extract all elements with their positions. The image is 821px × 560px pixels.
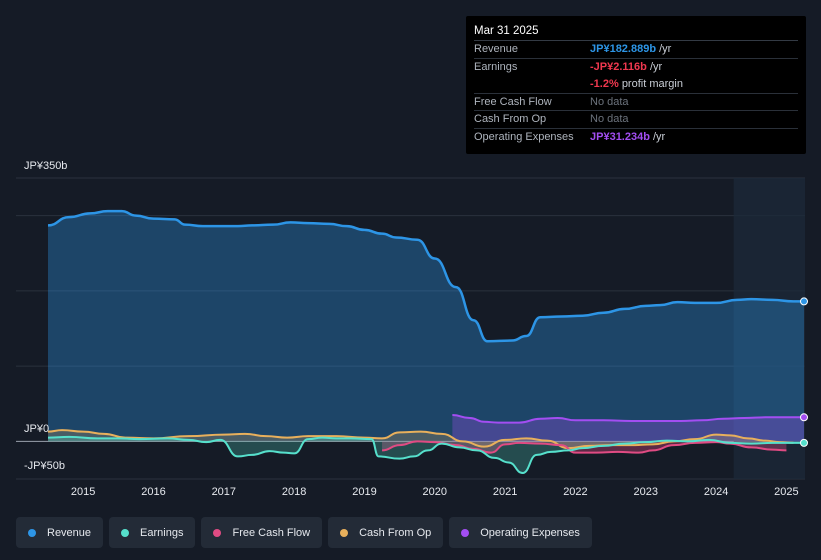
tooltip-value-revenue: JP¥182.889b xyxy=(590,43,657,55)
legend-item-earnings[interactable]: Earnings xyxy=(109,517,196,548)
tooltip-value-cfo: No data xyxy=(590,113,629,125)
tooltip-value-margin: -1.2% xyxy=(590,78,619,90)
x-tick-2025: 2025 xyxy=(774,486,798,498)
x-tick-2015: 2015 xyxy=(71,486,95,498)
end-marker-layer xyxy=(800,297,808,447)
end-marker-operating_expenses xyxy=(800,413,808,422)
legend-dot-icon xyxy=(28,528,36,537)
legend-dot-icon xyxy=(121,528,130,537)
legend-label: Operating Expenses xyxy=(480,526,580,539)
tooltip-row-margin: -1.2% profit margin xyxy=(474,76,798,94)
x-tick-2017: 2017 xyxy=(212,486,236,498)
tooltip-row-fcf: Free Cash Flow No data xyxy=(474,94,798,111)
legend-label: Earnings xyxy=(140,526,184,539)
tooltip-row-revenue: Revenue JP¥182.889b /yr xyxy=(474,41,798,59)
x-tick-2024: 2024 xyxy=(704,486,728,498)
line-revenue xyxy=(47,209,804,343)
tooltip-unit: /yr xyxy=(653,130,666,143)
legend-item-revenue[interactable]: Revenue xyxy=(16,517,104,548)
line-earnings xyxy=(47,435,804,474)
y-tick-bottom: -JP¥50b xyxy=(24,460,65,472)
tooltip-unit: profit margin xyxy=(621,78,683,90)
tooltip-row-opex: Operating Expenses JP¥31.234b /yr xyxy=(474,129,798,147)
x-tick-2022: 2022 xyxy=(563,486,587,498)
tooltip-label: Earnings xyxy=(474,60,518,73)
legend: Revenue Earnings Free Cash Flow Cash Fro… xyxy=(16,517,592,548)
x-tick-2016: 2016 xyxy=(141,486,165,498)
area-earnings xyxy=(48,436,804,473)
x-tick-2021: 2021 xyxy=(493,486,517,498)
legend-label: Free Cash Flow xyxy=(232,526,311,539)
tooltip-value-earnings: -JP¥2.116b xyxy=(590,60,647,73)
tooltip-unit: /yr xyxy=(649,60,663,73)
tooltip-panel: Mar 31 2025 Revenue JP¥182.889b /yr Earn… xyxy=(466,16,806,154)
tooltip-value-opex: JP¥31.234b xyxy=(590,130,650,143)
tooltip-row-cfo: Cash From Op No data xyxy=(474,111,798,129)
tooltip-row-earnings: Earnings -JP¥2.116b /yr xyxy=(474,59,798,77)
tooltip-label: Free Cash Flow xyxy=(474,95,552,108)
x-tick-2023: 2023 xyxy=(634,486,658,498)
legend-dot-icon xyxy=(213,528,222,537)
y-tick-top: JP¥350b xyxy=(24,160,68,172)
legend-label: Revenue xyxy=(47,526,92,539)
legend-item-cash-from-op[interactable]: Cash From Op xyxy=(328,517,444,548)
tooltip-label: Operating Expenses xyxy=(474,130,574,143)
x-axis-ticks: 2015 2016 2017 2018 2019 2020 2021 2022 2023 2024… xyxy=(71,486,799,498)
forecast-shading xyxy=(733,178,805,479)
legend-dot-icon xyxy=(340,528,349,537)
legend-item-free-cash-flow[interactable]: Free Cash Flow xyxy=(201,517,323,548)
x-tick-2020: 2020 xyxy=(423,486,447,498)
line-cash_from_op xyxy=(47,429,794,450)
grid-layer xyxy=(16,177,805,480)
legend-dot-icon xyxy=(461,528,470,537)
x-tick-2018: 2018 xyxy=(282,486,306,498)
legend-label: Cash From Op xyxy=(359,526,432,539)
tooltip-unit: /yr xyxy=(659,43,672,55)
area-revenue xyxy=(48,211,804,442)
legend-item-operating-expenses[interactable]: Operating Expenses xyxy=(449,517,592,548)
tooltip-date: Mar 31 2025 xyxy=(474,24,798,41)
y-tick-zero: JP¥0 xyxy=(24,423,50,435)
tooltip-value-fcf: No data xyxy=(590,95,629,108)
line-operating_expenses xyxy=(452,414,804,424)
series-line-layer xyxy=(47,209,804,474)
end-marker-earnings xyxy=(800,438,808,447)
x-tick-2019: 2019 xyxy=(352,486,376,498)
tooltip-label: Revenue xyxy=(474,43,519,55)
end-marker-revenue xyxy=(800,297,808,306)
tooltip-label: Cash From Op xyxy=(474,113,547,125)
